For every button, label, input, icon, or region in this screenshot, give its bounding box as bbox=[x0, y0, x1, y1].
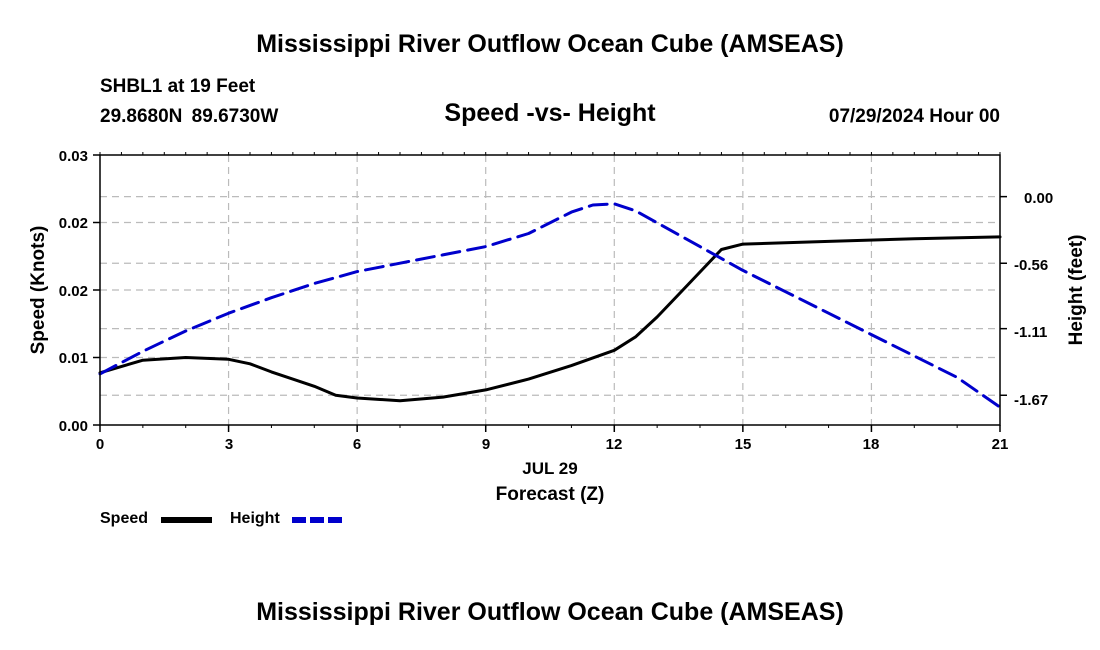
y2-tick-label: -1.11 bbox=[1014, 324, 1047, 341]
x-axis-date-label: JUL 29 bbox=[522, 459, 577, 478]
x-tick-label: 3 bbox=[225, 436, 233, 453]
x-axis-title: Forecast (Z) bbox=[496, 484, 605, 505]
height-series-line bbox=[98, 202, 1002, 409]
label-layer: 0 3 6 9 12 15 18 21 0.00 0.01 0.02 0.02 … bbox=[28, 148, 1087, 505]
y-tick-label: 0.02 bbox=[59, 215, 88, 232]
y2-tick-label: 0.00 bbox=[1024, 190, 1053, 207]
forecast-datetime: 07/29/2024 Hour 00 bbox=[828, 106, 1000, 127]
x-tick-label: 6 bbox=[353, 436, 361, 453]
y-tick-label: 0.02 bbox=[59, 283, 88, 300]
x-tick-label: 18 bbox=[863, 436, 880, 453]
y-tick-label: 0.03 bbox=[59, 148, 88, 165]
y-tick-label: 0.00 bbox=[59, 418, 88, 435]
chart-main-title: Mississippi River Outflow Ocean Cube (AM… bbox=[256, 30, 844, 58]
tick-layer bbox=[93, 152, 1007, 432]
chart-subtitle: Speed -vs- Height bbox=[444, 99, 656, 127]
x-tick-label: 12 bbox=[606, 436, 623, 453]
grid-layer bbox=[100, 155, 1000, 425]
footer-title: Mississippi River Outflow Ocean Cube (AM… bbox=[256, 598, 844, 626]
series-layer bbox=[98, 202, 1002, 409]
legend-height-label: Height bbox=[230, 510, 280, 527]
speed-series-line bbox=[98, 235, 1002, 403]
x-tick-label: 0 bbox=[96, 436, 104, 453]
x-tick-label: 21 bbox=[992, 436, 1009, 453]
x-tick-label: 15 bbox=[735, 436, 752, 453]
y2-axis-title: Height (feet) bbox=[1066, 235, 1087, 346]
y2-tick-label: -0.56 bbox=[1014, 257, 1048, 274]
legend-speed-label: Speed bbox=[100, 510, 149, 527]
y-axis-title: Speed (Knots) bbox=[28, 226, 49, 355]
x-tick-label: 9 bbox=[482, 436, 490, 453]
y2-tick-label: -1.67 bbox=[1014, 392, 1048, 409]
y-tick-label: 0.01 bbox=[59, 350, 88, 367]
station-label: SHBL1 at 19 Feet bbox=[100, 76, 256, 97]
station-coordinates: 29.8680N 89.6730W bbox=[100, 106, 279, 127]
